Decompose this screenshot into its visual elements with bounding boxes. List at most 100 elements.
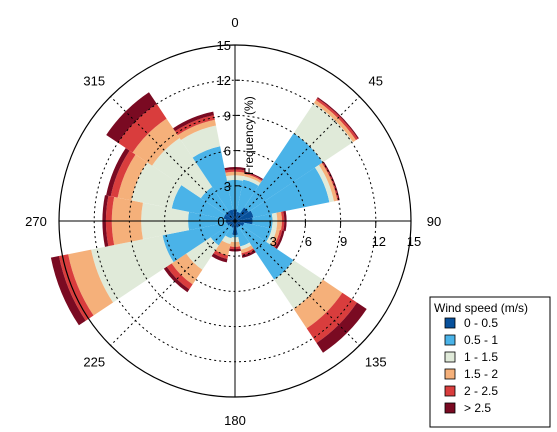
wind-sector-202.5-bin-6 [211, 253, 228, 263]
wind-sector-112.5-bin-2 [242, 222, 272, 242]
wind-sector-202.5-bin-4 [215, 240, 231, 256]
x-tick-label: 15 [407, 234, 421, 249]
wind-sector-22.5-bin-4 [243, 173, 262, 183]
wind-sector-67.5-bin-1 [235, 210, 254, 221]
wind-sector-67.5-bin-6 [322, 161, 340, 201]
direction-label-45: 45 [368, 73, 382, 88]
legend-swatch [444, 334, 456, 346]
legend-label: 0.5 - 1 [464, 333, 498, 347]
wind-sector-202.5-bin-3 [221, 235, 232, 245]
wind-sector-247.5-bin-4 [68, 249, 114, 316]
legend-swatch [444, 351, 456, 363]
legend-swatch [444, 317, 456, 329]
wind-sector-67.5-bin-5 [321, 162, 339, 201]
legend-label: > 2.5 [464, 401, 491, 415]
wind-sector-67.5-bin-3 [314, 164, 334, 203]
y-tick-label: 9 [224, 108, 231, 123]
wind-sector-337.5-bin-1 [228, 209, 235, 221]
wind-sector-292.5-bin-6 [106, 147, 130, 197]
x-tick-label: 12 [372, 234, 386, 249]
direction-label-90: 90 [427, 214, 441, 229]
legend-label: 1 - 1.5 [464, 350, 498, 364]
y-tick-label: 6 [224, 144, 231, 159]
y-tick-label: 15 [217, 38, 231, 53]
direction-label-315: 315 [83, 73, 105, 88]
wind-sector-247.5-bin-5 [58, 254, 94, 321]
wind-sector-202.5-bin-2 [225, 226, 234, 239]
wind-sector-157.5-bin-6 [241, 250, 256, 258]
legend-title: Wind speed (m/s) [434, 301, 528, 315]
x-tick-label: 3 [270, 234, 277, 249]
wind-sector-315-bin-2 [200, 186, 229, 215]
legend-swatch [444, 402, 456, 414]
wind-sector-112.5-bin-1 [235, 221, 245, 227]
direction-label-180: 180 [224, 413, 246, 428]
y-tick-label: 12 [217, 73, 231, 88]
wind-sector-22.5-bin-3 [243, 176, 261, 186]
legend-label: 1.5 - 2 [464, 367, 498, 381]
wind-sector-292.5-bin-5 [110, 150, 136, 198]
legend-items: 0 - 0.5 0.5 - 1 1 - 1.5 1.5 - 2 2 - 2.5 > 2.5 [444, 316, 498, 415]
direction-label-135: 135 [365, 355, 387, 370]
legend-label: 0 - 0.5 [464, 316, 498, 330]
wind-sector-225-bin-4 [171, 253, 203, 285]
y-tick-label: 3 [224, 179, 231, 194]
direction-label-225: 225 [83, 355, 105, 370]
wind-sector-202.5-bin-1 [231, 221, 235, 228]
legend: Wind speed (m/s) 0 - 0.5 0.5 - 1 1 - 1.5 1.… [429, 296, 551, 428]
y-axis-label: Frequency (%) [242, 96, 256, 175]
wind-sector-157.5-bin-4 [240, 245, 254, 254]
direction-label-270: 270 [25, 214, 47, 229]
wind-sector-45-bin-3 [293, 102, 354, 163]
wind-sector-157.5-bin-2 [236, 226, 250, 247]
wind-sector-45-bin-4 [313, 100, 356, 143]
wind-sector-292.5-bin-1 [223, 214, 235, 221]
wind-sector-247.5-bin-2 [162, 222, 229, 263]
legend-swatch [444, 368, 456, 380]
wind-sector-135-bin-2 [238, 224, 294, 280]
wind-sector-135-bin-3 [274, 260, 323, 309]
wind-sector-247.5-bin-3 [91, 235, 174, 303]
x-tick-label: 6 [305, 234, 312, 249]
legend-swatch [444, 385, 456, 397]
wind-rose-sectors [50, 92, 367, 353]
wind-sector-67.5-bin-4 [318, 162, 338, 202]
wind-sector-157.5-bin-5 [241, 248, 255, 256]
wind-sector-247.5-bin-6 [50, 256, 86, 326]
wind-sector-112.5-bin-6 [274, 230, 285, 250]
wind-sector-225-bin-6 [163, 266, 190, 293]
radial-tick-labels: 0 3 3 6 6 9 9 12 12 15 15 [217, 38, 422, 249]
wind-sector-292.5-bin-4 [117, 154, 148, 201]
direction-label-0: 0 [231, 15, 238, 30]
grid-spoke [234, 96, 360, 222]
wind-sector-157.5-bin-1 [235, 221, 239, 228]
wind-sector-202.5-bin-5 [213, 250, 229, 259]
wind-sector-112.5-bin-5 [273, 229, 283, 248]
wind-sector-22.5-bin-2 [236, 179, 259, 214]
wind-sector-157.5-bin-3 [240, 242, 252, 250]
wind-sector-247.5-bin-1 [226, 221, 235, 226]
wind-sector-22.5-bin-1 [235, 211, 241, 221]
wind-sector-225-bin-5 [166, 263, 193, 290]
wind-sector-225-bin-2 [210, 224, 232, 246]
wind-sector-135-bin-4 [293, 279, 343, 329]
grid-spoke [234, 220, 360, 346]
wind-sector-45-bin-5 [315, 98, 358, 141]
wind-sector-337.5-bin-4 [177, 119, 217, 141]
wind-sector-112.5-bin-4 [270, 229, 280, 247]
legend-label: 2 - 2.5 [464, 384, 498, 398]
wind-sector-112.5-bin-3 [266, 228, 277, 245]
grid-spoke [110, 220, 236, 346]
x-tick-label: 9 [340, 234, 347, 249]
wind-sector-337.5-bin-6 [173, 111, 214, 132]
wind-sector-337.5-bin-2 [192, 146, 233, 212]
wind-sector-22.5-bin-5 [244, 172, 263, 182]
wind-sector-337.5-bin-3 [180, 125, 221, 158]
polar-axes [59, 44, 412, 397]
grid-spoke [110, 96, 236, 222]
wind-sector-292.5-bin-2 [171, 185, 226, 219]
wind-sector-67.5-bin-2 [250, 167, 330, 218]
wind-sector-22.5-bin-6 [244, 171, 264, 181]
